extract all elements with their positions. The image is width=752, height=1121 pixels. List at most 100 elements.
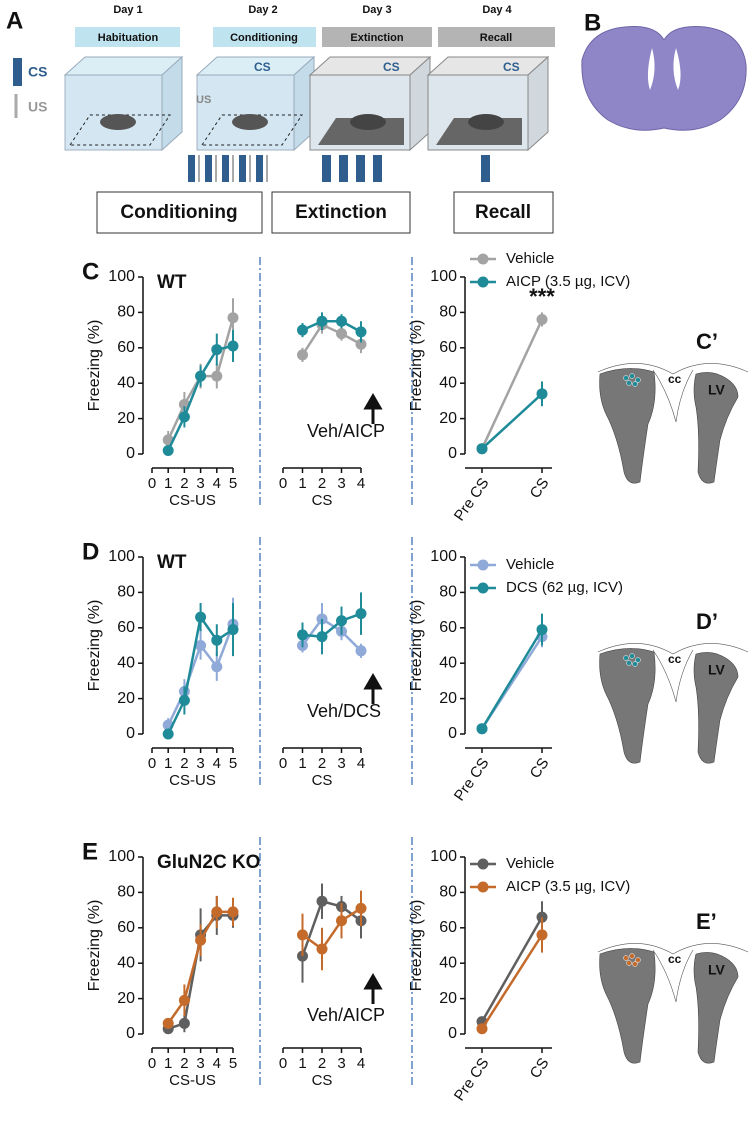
data-point bbox=[227, 340, 239, 352]
y-tick-label: 0 bbox=[448, 725, 457, 742]
x-tick-label: 2 bbox=[318, 1055, 326, 1072]
inset-text: LV bbox=[708, 662, 726, 678]
y-axis-title: Freezing (%) bbox=[408, 900, 425, 992]
x-axis-title: CS-US bbox=[169, 1072, 216, 1089]
cage bbox=[63, 55, 184, 152]
y-tick-label: 20 bbox=[117, 410, 135, 427]
x-tick-label: 1 bbox=[298, 1055, 306, 1072]
y-tick-label: 20 bbox=[439, 410, 457, 427]
legend-label: Vehicle bbox=[506, 250, 554, 267]
placement-dot bbox=[629, 373, 635, 379]
series-line bbox=[480, 628, 544, 730]
cs-label: CS bbox=[503, 60, 520, 74]
panel-label: B bbox=[584, 9, 601, 36]
series-line bbox=[301, 320, 362, 333]
x-tick-label: 3 bbox=[337, 755, 345, 772]
data-point bbox=[316, 631, 328, 643]
series-line bbox=[302, 612, 362, 638]
data-point bbox=[536, 624, 548, 636]
y-axis-title: Freezing (%) bbox=[86, 600, 103, 692]
data-point bbox=[178, 994, 190, 1006]
y-tick-label: 40 bbox=[439, 954, 457, 971]
y-tick-label: 40 bbox=[117, 954, 135, 971]
data-point bbox=[195, 640, 207, 651]
y-tick-label: 60 bbox=[439, 339, 457, 356]
session-label: Conditioning bbox=[120, 202, 237, 223]
y-tick-label: 100 bbox=[430, 268, 457, 285]
y-tick-label: 20 bbox=[117, 990, 135, 1007]
x-tick-label: 0 bbox=[279, 475, 287, 492]
y-tick-label: 80 bbox=[439, 584, 457, 601]
x-tick-label: 4 bbox=[213, 755, 221, 772]
treatment-label: Veh/AICP bbox=[307, 421, 385, 441]
arrow bbox=[363, 973, 383, 1004]
data-point bbox=[195, 934, 207, 946]
inset-text: LV bbox=[708, 382, 726, 398]
brain-section bbox=[581, 26, 747, 131]
y-tick-label: 80 bbox=[117, 304, 135, 321]
legend-label: AICP (3.5 µg, ICV) bbox=[506, 878, 630, 895]
series-line bbox=[301, 323, 362, 356]
cage bbox=[308, 55, 432, 152]
series-line bbox=[481, 392, 543, 450]
x-tick-label: 3 bbox=[337, 475, 345, 492]
x-tick-label: 1 bbox=[164, 755, 172, 772]
cs-label: CS bbox=[383, 60, 400, 74]
x-tick-label: 3 bbox=[337, 1055, 345, 1072]
series-line bbox=[480, 916, 544, 1023]
day-label: Day 2 bbox=[248, 4, 277, 16]
day-label: Day 1 bbox=[113, 4, 142, 16]
y-tick-label: 0 bbox=[448, 445, 457, 462]
y-tick-label: 0 bbox=[126, 725, 135, 742]
placement-dot bbox=[623, 375, 629, 381]
y-tick-label: 40 bbox=[439, 374, 457, 391]
placement-dot bbox=[626, 660, 632, 666]
phase-label: Recall bbox=[480, 32, 512, 44]
placement-dot bbox=[635, 377, 641, 383]
data-point bbox=[355, 902, 367, 914]
us-legend: US bbox=[28, 99, 47, 115]
x-tick-label: 5 bbox=[229, 1055, 237, 1072]
x-tick-label: 4 bbox=[357, 475, 365, 492]
legend-marker bbox=[477, 582, 489, 594]
data-point bbox=[211, 344, 223, 356]
hemisphere bbox=[693, 372, 739, 484]
treatment-label: Veh/AICP bbox=[307, 1005, 385, 1025]
data-point bbox=[355, 326, 367, 338]
x-tick-label: 4 bbox=[213, 1055, 221, 1072]
session-box bbox=[271, 191, 411, 234]
y-tick-label: 60 bbox=[439, 619, 457, 636]
day-label: Day 3 bbox=[362, 4, 391, 16]
x-tick-label: 3 bbox=[196, 755, 204, 772]
x-axis-title: CS bbox=[312, 492, 333, 509]
phase-label: Conditioning bbox=[230, 32, 298, 44]
legend-label: Vehicle bbox=[506, 556, 554, 573]
data-point bbox=[476, 1023, 488, 1035]
cage bbox=[426, 55, 550, 152]
x-tick-label: 2 bbox=[180, 755, 188, 772]
y-tick-label: 100 bbox=[108, 268, 135, 285]
session-label: Recall bbox=[475, 202, 531, 223]
x-tick-label: 4 bbox=[213, 475, 221, 492]
series-line bbox=[167, 344, 234, 452]
inset-text: LV bbox=[708, 962, 726, 978]
placement-dot bbox=[626, 960, 632, 966]
y-tick-label: 80 bbox=[439, 884, 457, 901]
data-point bbox=[162, 1017, 174, 1029]
ventricles bbox=[647, 48, 681, 90]
y-axis-title: Freezing (%) bbox=[408, 320, 425, 412]
arrow bbox=[363, 393, 383, 424]
series-line bbox=[301, 899, 362, 957]
placement-dot bbox=[635, 657, 641, 663]
data-point bbox=[195, 370, 207, 382]
outline bbox=[597, 643, 749, 703]
placement-dot bbox=[623, 955, 629, 961]
placement-dot bbox=[632, 381, 638, 387]
y-tick-label: 0 bbox=[126, 1025, 135, 1042]
data-point bbox=[316, 943, 328, 955]
data-point bbox=[297, 349, 308, 361]
x-tick-label: 1 bbox=[298, 475, 306, 492]
x-tick-label: 1 bbox=[298, 755, 306, 772]
day-label: Day 4 bbox=[482, 4, 512, 16]
data-point bbox=[211, 634, 223, 646]
